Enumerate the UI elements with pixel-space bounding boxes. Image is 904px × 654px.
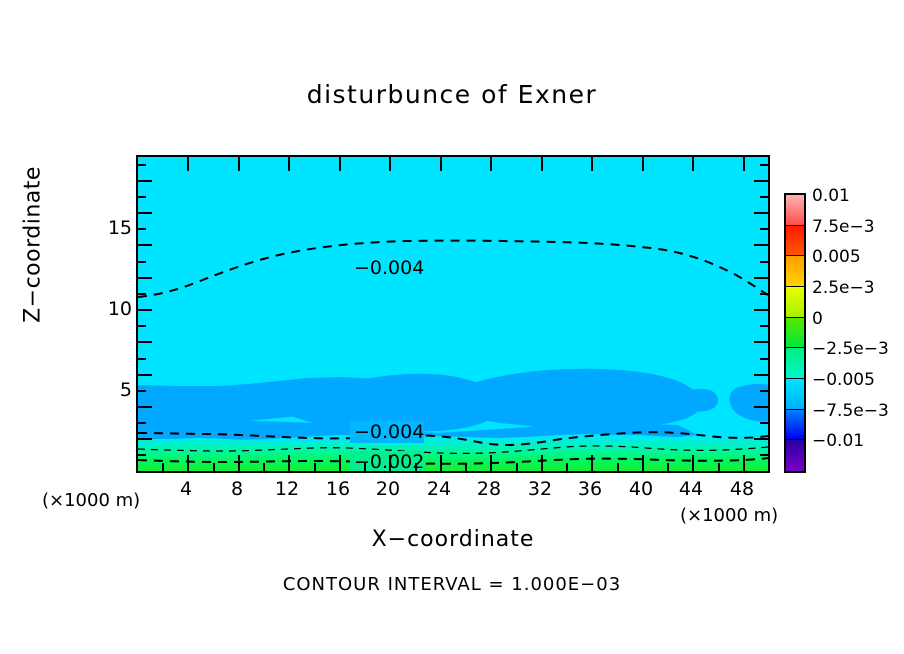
colorbar-band: [786, 348, 804, 379]
plot-area: −0.004 −0.004 −0.002: [136, 155, 770, 473]
x-tick-label: 40: [628, 478, 654, 500]
top-ticks: [187, 157, 745, 171]
colorbar-tick-label: −0.01: [812, 431, 865, 452]
x-tick-label: 32: [527, 478, 553, 500]
contour-line-upper: [138, 239, 768, 298]
colorbar-band: [786, 225, 804, 257]
bottom-ticks: [162, 455, 745, 471]
contour-label-upper: −0.004: [354, 257, 425, 279]
tick-marks: [138, 157, 768, 471]
contour-line-thin: [138, 445, 768, 454]
x-axis-ticks: 4 8 12 16 20 24 28 32 36 40 44 48: [136, 478, 770, 504]
colorbar-band: [786, 287, 804, 318]
y-axis-unit: (×1000 m): [42, 490, 141, 511]
colorbar-tick-label: −2.5e−3: [812, 339, 889, 360]
colorbar-tick-label: −7.5e−3: [812, 400, 889, 421]
colorbar-tick-label: −0.005: [812, 370, 875, 390]
layer-lower-green: [138, 434, 768, 471]
x-tick-label: 28: [476, 478, 502, 500]
colorbar-tick-label: 0.005: [812, 247, 861, 268]
contour-interval-caption: CONTOUR INTERVAL = 1.000E−03: [282, 574, 622, 595]
chart-title: disturbunce of Exner: [306, 80, 598, 109]
colorbar-tick-label: 7.5e−3: [812, 216, 875, 237]
colorbar: [784, 193, 806, 473]
contour-line-mid: [138, 431, 768, 446]
x-tick-label: 24: [426, 478, 452, 500]
colorbar-band: [786, 256, 804, 287]
x-tick-label: 44: [678, 478, 704, 500]
left-ticks: [138, 164, 152, 456]
x-axis-label: X−coordinate: [371, 527, 535, 552]
colorbar-band: [786, 195, 804, 226]
x-tick-label: 36: [577, 478, 603, 500]
contour-field: [138, 157, 768, 471]
x-tick-label: 4: [179, 478, 193, 500]
contour-lines: [138, 239, 768, 465]
colorbar-band: [786, 409, 804, 441]
y-axis-ticks: 5 10 15: [88, 155, 132, 473]
colorbar-band: [786, 440, 804, 471]
x-tick-label: 8: [230, 478, 244, 500]
colorbar-tick-label: 0: [812, 308, 823, 329]
colorbar-tick-label: 0.01: [812, 186, 850, 206]
colorbar-band: [786, 379, 804, 410]
x-tick-label: 12: [274, 478, 300, 500]
colorbar-labels: 0.01 7.5e−3 0.005 2.5e−3 0 −2.5e−3 −0.005 −7.5e…: [812, 188, 904, 473]
contour-line-lower: [138, 457, 768, 465]
colorbar-tick-label: 2.5e−3: [812, 278, 875, 298]
right-ticks: [754, 164, 768, 456]
x-tick-label: 20: [375, 478, 401, 500]
contour-label-mid: −0.004: [354, 421, 425, 443]
x-tick-label: 48: [729, 478, 755, 500]
y-axis-label: Z−coordinate: [20, 166, 46, 323]
x-tick-label: 16: [325, 478, 351, 500]
y-tick-label: 10: [107, 298, 132, 320]
y-tick-label: 5: [119, 379, 132, 401]
x-axis-unit: (×1000 m): [680, 505, 779, 526]
colorbar-band: [786, 317, 804, 349]
contour-label-group: [350, 257, 424, 471]
y-tick-label: 15: [107, 217, 132, 239]
